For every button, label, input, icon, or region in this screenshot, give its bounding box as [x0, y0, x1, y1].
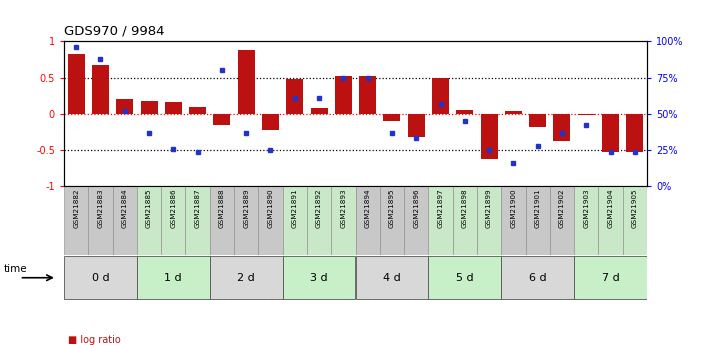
- Text: 6 d: 6 d: [529, 273, 547, 283]
- Bar: [481, 114, 498, 159]
- Bar: [112, 186, 137, 255]
- Bar: [623, 186, 647, 255]
- Text: 3 d: 3 d: [310, 273, 328, 283]
- Text: GSM21882: GSM21882: [73, 188, 79, 228]
- Text: GSM21897: GSM21897: [437, 188, 444, 228]
- Text: 0 d: 0 d: [92, 273, 109, 283]
- Text: GSM21883: GSM21883: [97, 188, 103, 228]
- Text: 2 d: 2 d: [237, 273, 255, 283]
- Bar: [428, 186, 453, 255]
- Text: GSM21894: GSM21894: [365, 188, 370, 228]
- Text: GSM21900: GSM21900: [510, 188, 516, 228]
- Bar: [432, 78, 449, 114]
- Text: GSM21888: GSM21888: [219, 188, 225, 228]
- Bar: [404, 186, 428, 255]
- Bar: [505, 111, 522, 114]
- Text: GSM21885: GSM21885: [146, 188, 152, 228]
- Bar: [64, 256, 137, 299]
- Bar: [501, 256, 574, 299]
- Bar: [165, 101, 182, 114]
- Bar: [116, 99, 133, 114]
- Bar: [525, 186, 550, 255]
- Bar: [359, 76, 376, 114]
- Bar: [282, 186, 307, 255]
- Bar: [553, 114, 570, 141]
- Bar: [574, 256, 647, 299]
- Text: 5 d: 5 d: [456, 273, 474, 283]
- Text: GSM21898: GSM21898: [462, 188, 468, 228]
- Bar: [383, 114, 400, 121]
- Text: GSM21896: GSM21896: [413, 188, 419, 228]
- Text: time: time: [4, 264, 27, 274]
- Bar: [234, 186, 258, 255]
- Text: GSM21889: GSM21889: [243, 188, 249, 228]
- Bar: [477, 186, 501, 255]
- Text: 7 d: 7 d: [602, 273, 619, 283]
- Bar: [287, 79, 304, 114]
- Text: GSM21899: GSM21899: [486, 188, 492, 228]
- Bar: [189, 107, 206, 114]
- Bar: [356, 186, 380, 255]
- Bar: [137, 186, 161, 255]
- Bar: [141, 101, 158, 114]
- Bar: [602, 114, 619, 151]
- Bar: [599, 186, 623, 255]
- Bar: [186, 186, 210, 255]
- Text: GSM21887: GSM21887: [195, 188, 201, 228]
- Bar: [210, 256, 282, 299]
- Text: GSM21891: GSM21891: [292, 188, 298, 228]
- Bar: [380, 186, 404, 255]
- Bar: [407, 114, 424, 137]
- Text: GSM21890: GSM21890: [267, 188, 274, 228]
- Text: GSM21904: GSM21904: [608, 188, 614, 228]
- Text: GSM21884: GSM21884: [122, 188, 128, 228]
- Bar: [428, 256, 501, 299]
- Text: 4 d: 4 d: [383, 273, 401, 283]
- Bar: [453, 186, 477, 255]
- Text: GDS970 / 9984: GDS970 / 9984: [64, 25, 164, 38]
- Bar: [92, 65, 109, 114]
- Bar: [64, 186, 88, 255]
- Bar: [307, 186, 331, 255]
- Bar: [161, 186, 186, 255]
- Bar: [529, 114, 546, 127]
- Bar: [237, 50, 255, 114]
- Bar: [210, 186, 234, 255]
- Bar: [213, 114, 230, 125]
- Bar: [550, 186, 574, 255]
- Bar: [311, 108, 328, 114]
- Text: GSM21902: GSM21902: [559, 188, 565, 228]
- Text: GSM21903: GSM21903: [583, 188, 589, 228]
- Text: GSM21905: GSM21905: [632, 188, 638, 228]
- Text: GSM21886: GSM21886: [171, 188, 176, 228]
- Text: ■ log ratio: ■ log ratio: [68, 335, 120, 345]
- Bar: [626, 114, 643, 151]
- Text: GSM21895: GSM21895: [389, 188, 395, 228]
- Text: GSM21901: GSM21901: [535, 188, 540, 228]
- Bar: [501, 186, 525, 255]
- Bar: [258, 186, 282, 255]
- Bar: [335, 76, 352, 114]
- Bar: [262, 114, 279, 130]
- Bar: [137, 256, 210, 299]
- Text: GSM21893: GSM21893: [341, 188, 346, 228]
- Bar: [88, 186, 112, 255]
- Text: 1 d: 1 d: [164, 273, 182, 283]
- Bar: [456, 110, 474, 114]
- Bar: [578, 114, 595, 115]
- Bar: [356, 256, 428, 299]
- Bar: [282, 256, 356, 299]
- Bar: [331, 186, 356, 255]
- Bar: [68, 55, 85, 114]
- Text: GSM21892: GSM21892: [316, 188, 322, 228]
- Bar: [574, 186, 599, 255]
